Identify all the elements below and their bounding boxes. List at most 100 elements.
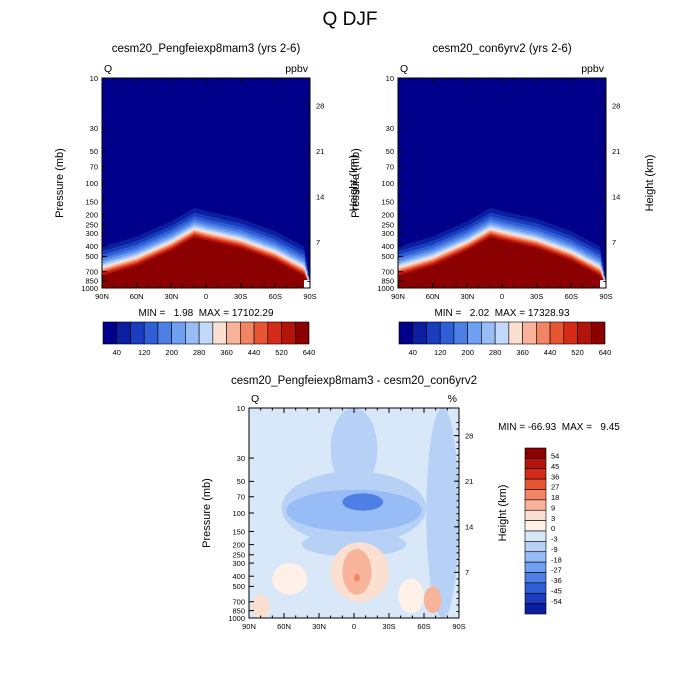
panel2-ytick-label: 700 xyxy=(381,268,394,277)
panel1-xtick-label: 0 xyxy=(204,292,208,301)
panel3-ylabel: Pressure (mb) xyxy=(201,478,213,548)
panel3-patch xyxy=(330,408,378,490)
panel3-ytick-label: 150 xyxy=(232,527,245,536)
panel2-colorbar-label: 640 xyxy=(599,348,612,357)
panel1-ytick-label: 30 xyxy=(90,124,98,133)
panel1-ytick-label: 50 xyxy=(90,147,98,156)
panel2-ytick-label: 50 xyxy=(386,147,394,156)
panel1-surface-mask xyxy=(304,280,310,288)
panel3-xtick-label: 90N xyxy=(242,622,256,631)
panel2-band xyxy=(398,237,606,288)
panel3-xtick-label: 60S xyxy=(417,622,430,631)
panel3-colorbar-label: 54 xyxy=(551,452,559,461)
panel3-colorbar-box xyxy=(524,447,547,459)
panel3-colorbar-box xyxy=(524,530,547,542)
panel2-ytick-label: 300 xyxy=(381,229,394,238)
panel2-colorbar-label: 440 xyxy=(544,348,557,357)
panel1-colorbar-box xyxy=(102,321,118,345)
panel3-ytick-label: 50 xyxy=(237,477,245,486)
panel1-ytick-label: 850 xyxy=(85,276,98,285)
panel2-y2label: Height (km) xyxy=(644,155,656,212)
panel2-xtick-label: 90N xyxy=(391,292,405,301)
panel3-patch xyxy=(249,408,282,618)
panel3-ytick-label: 300 xyxy=(232,559,245,568)
panel3-xtick-label: 30S xyxy=(382,622,395,631)
panel3-ytick-label: 850 xyxy=(232,606,245,615)
panel2-xtick-label: 30N xyxy=(460,292,474,301)
panel3-y2tick-label: 7 xyxy=(465,568,469,577)
panel3-patch xyxy=(342,493,384,511)
panel2-colorbar-box xyxy=(412,321,427,345)
panel3-colorbar-box xyxy=(524,551,547,563)
panel3-y2tick-label: 14 xyxy=(465,523,473,532)
panel1-colorbar-label: 200 xyxy=(165,348,178,357)
panel2-colorbar-box xyxy=(563,321,578,345)
panel1-colorbar-box xyxy=(281,321,296,345)
panel3-colorbar-label: -36 xyxy=(551,576,562,585)
panel1-colorbar-label: 520 xyxy=(275,348,288,357)
panel1-field xyxy=(102,78,310,288)
panel3-minmax: MIN = -66.93 MAX = 9.45 xyxy=(498,422,620,433)
panel1-y2label: Height (km) xyxy=(348,155,360,212)
panel2-xtick-label: 60S xyxy=(565,292,578,301)
panel2-ytick-label: 1000 xyxy=(377,284,394,293)
panel3-colorbar-box xyxy=(524,592,547,604)
panel2-colorbar-label: 280 xyxy=(489,348,502,357)
panel3-colorbar-label: 0 xyxy=(551,524,555,533)
panel3-patch xyxy=(398,578,424,614)
panel3-patch xyxy=(424,586,442,614)
panel2-xtick-label: 90S xyxy=(599,292,612,301)
panel1-colorbar-box xyxy=(185,321,200,345)
panel3-colorbar-label: 45 xyxy=(551,462,559,471)
panel1-ytick-label: 700 xyxy=(85,268,98,277)
panel3-ytick-label: 70 xyxy=(237,493,245,502)
panel1-xtick-label: 90S xyxy=(303,292,316,301)
panel3-xtick-label: 90S xyxy=(452,622,465,631)
panel1-y2tick-label: 28 xyxy=(316,101,324,110)
panel3-patch xyxy=(251,594,270,618)
panel1-units: ppbv xyxy=(285,63,309,75)
panel3-colorbar-label: -27 xyxy=(551,566,562,575)
panel2-colorbar-box xyxy=(577,321,592,345)
panel2-colorbar-box xyxy=(494,321,510,345)
panel2-colorbar-label: 200 xyxy=(461,348,474,357)
panel3-colorbar-box xyxy=(524,541,547,553)
panel2-xtick-label: 30S xyxy=(530,292,543,301)
panel3-colorbar-box xyxy=(524,499,547,511)
panel2-ytick-label: 10 xyxy=(386,74,394,83)
panel3-colorbar-label: -18 xyxy=(551,555,562,564)
panel1-ytick-label: 70 xyxy=(90,163,98,172)
panel2-colorbar-box xyxy=(426,321,441,345)
panel1-colorbar-box xyxy=(116,321,131,345)
panel1-ytick-label: 100 xyxy=(85,179,98,188)
panel3-patch xyxy=(354,573,360,582)
panel1-ytick-label: 1000 xyxy=(81,284,98,293)
panel2-colorbar-box xyxy=(549,321,565,345)
panel3-colorbar-box xyxy=(524,509,547,521)
panel1-xtick-label: 60N xyxy=(130,292,144,301)
panel1-colorbar-box xyxy=(212,321,227,345)
panel1-ytick-label: 300 xyxy=(85,229,98,238)
panel3-colorbar-box xyxy=(524,603,547,615)
panel1-colorbar-label: 360 xyxy=(220,348,233,357)
panel1-ytick-label: 200 xyxy=(85,210,98,219)
panel2-colorbar-label: 520 xyxy=(571,348,584,357)
panel3-ytick-label: 30 xyxy=(237,454,245,463)
panel1-colorbar-box xyxy=(240,321,255,345)
panel3-ytick-label: 400 xyxy=(232,572,245,581)
panel2-colorbar-label: 40 xyxy=(409,348,417,357)
panel2-colorbar-box xyxy=(522,321,537,345)
panel3-xtick-label: 0 xyxy=(352,622,356,631)
panel3-ytick-label: 10 xyxy=(237,404,245,413)
panel1-colorbar-label: 440 xyxy=(248,348,261,357)
panel3-colorbar-box xyxy=(524,572,547,584)
panel2-colorbar-box xyxy=(590,321,606,345)
panel1-colorbar-box xyxy=(130,321,145,345)
panel1-minmax: MIN = 1.98 MAX = 17102.29 xyxy=(138,308,274,319)
panel2-ytick-label: 100 xyxy=(381,179,394,188)
panel2-title: cesm20_con6yrv2 (yrs 2-6) xyxy=(432,43,571,55)
figure-title: Q DJF xyxy=(322,9,378,30)
panel2-y2tick-label: 28 xyxy=(612,101,620,110)
panel2-y2tick-label: 7 xyxy=(612,238,616,247)
